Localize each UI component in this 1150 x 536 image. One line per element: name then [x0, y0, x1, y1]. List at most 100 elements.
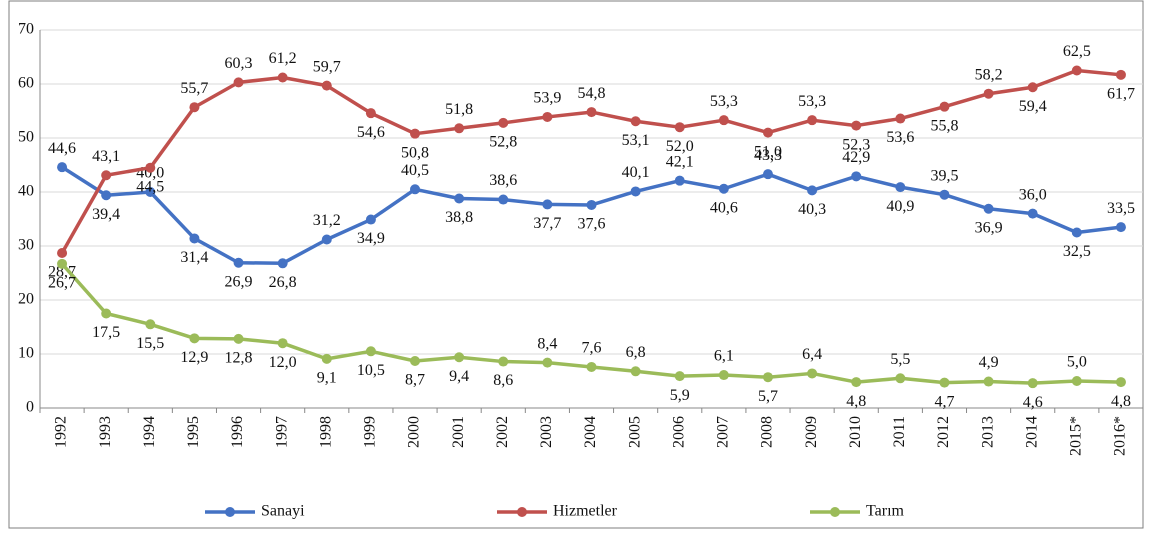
y-tick-label: 20	[18, 291, 34, 308]
point	[145, 162, 156, 173]
legend-marker	[830, 507, 840, 517]
data-label: 54,8	[578, 85, 606, 102]
data-label: 4,9	[979, 354, 999, 371]
data-label: 5,7	[758, 388, 778, 405]
data-label: 59,7	[313, 58, 341, 75]
point	[277, 258, 288, 269]
y-tick-label: 0	[26, 399, 34, 416]
data-label: 61,2	[269, 50, 297, 67]
data-label: 52,0	[666, 138, 694, 155]
point	[586, 107, 597, 118]
legend-label: Hizmetler	[553, 503, 618, 520]
data-label: 43,3	[754, 147, 782, 164]
x-tick-label: 2015*	[1067, 416, 1084, 456]
point	[718, 370, 729, 381]
legend-label: Tarım	[866, 503, 905, 520]
x-tick-label: 2001	[450, 416, 467, 448]
point	[57, 162, 68, 173]
data-label: 34,9	[357, 230, 385, 247]
data-label: 33,5	[1107, 200, 1135, 217]
data-label: 4,8	[846, 393, 866, 410]
x-tick-label: 2007	[715, 416, 732, 448]
data-label: 60,3	[225, 55, 253, 72]
data-label: 6,8	[626, 344, 646, 361]
point	[277, 72, 288, 83]
data-label: 53,1	[622, 132, 650, 149]
legend-marker	[225, 507, 235, 517]
data-label: 53,3	[710, 93, 738, 110]
data-label: 51,0	[754, 143, 782, 160]
point	[1115, 222, 1126, 233]
x-tick-label: 2000	[406, 416, 423, 448]
x-tick-label: 2005	[626, 416, 643, 448]
point	[1027, 208, 1038, 219]
data-label: 51,8	[445, 101, 473, 118]
data-label: 53,9	[533, 90, 561, 107]
data-label: 4,8	[1111, 393, 1131, 410]
point	[807, 115, 818, 126]
point	[233, 257, 244, 268]
y-tick-label: 10	[18, 345, 34, 362]
data-label: 5,9	[670, 387, 690, 404]
point	[498, 194, 509, 205]
data-label: 32,5	[1063, 243, 1091, 260]
data-label: 5,0	[1067, 354, 1087, 371]
x-tick-label: 2016*	[1112, 416, 1129, 456]
point	[983, 376, 994, 387]
data-label: 52,8	[489, 134, 517, 151]
x-tick-label: 2010	[847, 416, 864, 448]
data-label: 53,3	[798, 93, 826, 110]
point	[630, 116, 641, 127]
point	[321, 234, 332, 245]
point	[762, 372, 773, 383]
data-label: 40,5	[401, 162, 429, 179]
point	[57, 248, 68, 259]
y-tick-label: 60	[18, 75, 34, 92]
x-tick-label: 1995	[185, 416, 202, 448]
chart-border	[8, 0, 1144, 529]
data-label: 8,4	[537, 335, 557, 352]
point	[630, 366, 641, 377]
data-label: 44,5	[136, 178, 164, 195]
data-label: 54,6	[357, 124, 385, 141]
point	[895, 113, 906, 124]
point	[189, 102, 200, 113]
data-label: 6,1	[714, 348, 734, 365]
data-label: 7,6	[582, 340, 602, 357]
data-label: 39,5	[930, 167, 958, 184]
data-label: 31,4	[180, 249, 208, 266]
point	[895, 182, 906, 193]
y-tick-label: 50	[18, 129, 34, 146]
data-label: 12,8	[225, 350, 253, 367]
x-tick-label: 1997	[273, 416, 290, 448]
point	[277, 338, 288, 349]
x-tick-label: 1992	[53, 416, 70, 448]
point	[939, 377, 950, 388]
point	[365, 214, 376, 225]
y-tick-label: 70	[18, 21, 34, 38]
data-label: 26,8	[269, 274, 297, 291]
point	[542, 199, 553, 210]
data-label: 53,6	[886, 129, 914, 146]
point	[542, 111, 553, 122]
data-label: 12,0	[269, 354, 297, 371]
x-tick-label: 1999	[362, 416, 379, 448]
point	[233, 333, 244, 344]
point	[145, 187, 156, 197]
data-label: 8,7	[405, 372, 425, 389]
point	[189, 333, 200, 344]
point	[101, 190, 112, 201]
x-tick-label: 2006	[670, 416, 687, 448]
data-label: 17,5	[92, 324, 120, 341]
x-tick-label: 2014	[1023, 416, 1040, 448]
point	[674, 371, 685, 382]
data-label: 38,6	[489, 172, 517, 189]
point	[630, 186, 641, 197]
point	[542, 357, 553, 368]
point	[101, 170, 112, 181]
data-label: 9,4	[449, 368, 469, 385]
legend-marker	[517, 507, 527, 517]
data-label: 42,9	[842, 149, 870, 166]
point	[674, 175, 685, 186]
